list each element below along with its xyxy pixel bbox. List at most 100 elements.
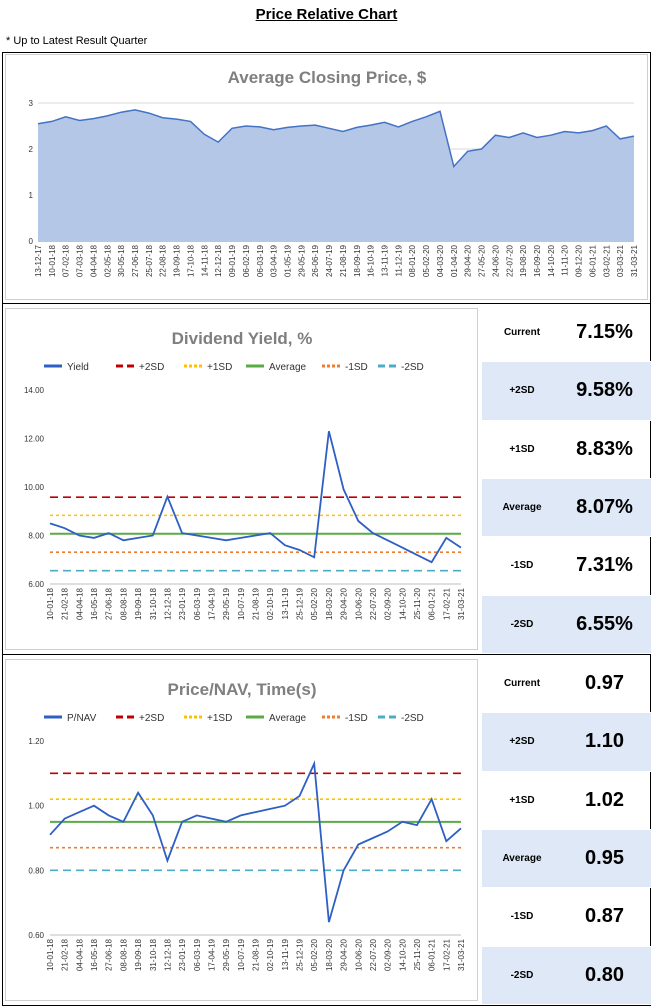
x-tick-label: 08-01-20: [408, 244, 417, 277]
stat-row: -2SD 0.80: [482, 946, 651, 1005]
x-tick-label: 25-11-20: [413, 587, 422, 619]
stat-value: 7.15%: [576, 321, 633, 344]
x-tick-label: 25-07-18: [145, 244, 154, 277]
x-tick-label: 14-10-20: [398, 938, 407, 971]
x-tick-label: 08-08-18: [119, 587, 128, 620]
x-tick-label: 10-06-20: [354, 587, 363, 620]
x-tick-label: 16-09-20: [533, 244, 542, 277]
legend-label: Average: [269, 713, 307, 724]
x-tick-label: 21-02-18: [61, 938, 70, 971]
x-tick-label: 01-05-19: [284, 244, 293, 277]
x-tick-label: 17-10-18: [187, 244, 196, 277]
legend-label: +2SD: [139, 713, 164, 724]
x-tick-label: 27-05-20: [478, 244, 487, 277]
stat-label: Current: [503, 678, 541, 690]
x-tick-label: 06-03-19: [256, 244, 265, 277]
x-tick-label: 31-03-21: [630, 244, 639, 277]
x-tick-label: 14-10-20: [398, 587, 407, 620]
x-tick-label: 06-01-21: [428, 587, 437, 620]
x-tick-label: 24-06-20: [491, 244, 500, 277]
x-tick-label: 21-08-19: [339, 244, 348, 277]
stat-row: +1SD 1.02: [482, 772, 651, 830]
y-tick-label: 2: [29, 145, 34, 154]
pnav-chart-panel: Price/NAV, Time(s) P/NAV +2SD +1SD Average -1…: [5, 659, 478, 1001]
x-tick-label: 23-01-19: [178, 587, 187, 620]
x-tick-label: 13-11-19: [381, 244, 390, 276]
stat-value: 0.80: [585, 963, 624, 986]
x-tick-label: 13-11-19: [281, 587, 290, 619]
stat-label: Current: [503, 327, 541, 339]
x-tick-label: 06-01-21: [428, 938, 437, 971]
x-tick-label: 12-12-18: [163, 587, 172, 620]
stat-row: Average 8.07%: [482, 478, 651, 538]
y-tick-label: 0.80: [28, 866, 44, 875]
x-tick-label: 02-09-20: [384, 587, 393, 620]
x-tick-label: 25-12-19: [296, 938, 305, 971]
legend-label: Yield: [67, 362, 89, 373]
x-tick-label: 02-10-19: [266, 938, 275, 971]
x-tick-label: 01-04-20: [450, 244, 459, 277]
x-tick-label: 13-11-19: [281, 938, 290, 970]
x-tick-label: 18-03-20: [325, 587, 334, 620]
x-tick-label: 07-02-18: [62, 244, 71, 277]
stat-value: 6.55%: [576, 612, 633, 635]
stat-value: 1.10: [585, 730, 624, 753]
pnav-chart: Price/NAV, Time(s) P/NAV +2SD +1SD Average -1…: [28, 680, 466, 971]
stat-label: +2SD: [509, 736, 535, 748]
x-tick-label: 18-03-20: [325, 938, 334, 971]
x-tick-label: 14-11-18: [200, 244, 209, 276]
x-tick-label: 16-05-18: [90, 938, 99, 971]
legend-label: +1SD: [207, 713, 232, 724]
x-tick-label: 04-04-18: [89, 244, 98, 277]
legend-label: -2SD: [401, 362, 424, 373]
stat-row: -1SD 0.87: [482, 888, 651, 947]
stat-value: 0.87: [585, 905, 624, 928]
x-tick-label: 03-02-21: [602, 244, 611, 277]
x-tick-label: 05-02-20: [422, 244, 431, 277]
x-tick-label: 25-11-20: [413, 938, 422, 970]
stat-value: 8.83%: [576, 437, 633, 460]
x-tick-label: 19-09-18: [134, 587, 143, 620]
x-tick-label: 27-06-18: [105, 938, 114, 971]
legend-label: +2SD: [139, 362, 164, 373]
stat-label: -1SD: [510, 911, 534, 923]
x-tick-label: 04-04-18: [75, 938, 84, 971]
x-tick-label: 02-09-20: [384, 938, 393, 971]
stat-value: 0.95: [585, 847, 624, 870]
x-tick-label: 29-04-20: [340, 938, 349, 971]
stat-label: +2SD: [509, 385, 535, 397]
legend-label: Average: [269, 362, 307, 373]
y-tick-label: 14.00: [24, 386, 45, 395]
x-tick-label: 10-07-19: [237, 938, 246, 971]
x-tick-label: 06-03-19: [193, 938, 202, 971]
page-title: Price Relative Chart: [255, 6, 398, 23]
stat-value: 0.97: [585, 672, 624, 695]
x-tick-label: 09-12-20: [575, 244, 584, 277]
x-tick-label: 23-01-19: [178, 938, 187, 971]
legend-label: -1SD: [345, 713, 368, 724]
x-tick-label: 18-09-19: [353, 244, 362, 277]
legend-label: +1SD: [207, 362, 232, 373]
stat-label: +1SD: [509, 794, 535, 806]
x-tick-label: 10-01-18: [46, 587, 55, 620]
stat-value: 9.58%: [576, 379, 633, 402]
x-tick-label: 22-07-20: [505, 244, 514, 277]
x-tick-label: 05-02-20: [310, 938, 319, 971]
x-tick-label: 21-08-19: [252, 938, 261, 971]
x-tick-label: 12-12-18: [214, 244, 223, 277]
stat-row: +2SD 9.58%: [482, 362, 651, 421]
stat-row: +1SD 8.83%: [482, 421, 651, 479]
x-tick-label: 19-09-18: [173, 244, 182, 277]
x-tick-label: 25-12-19: [296, 587, 305, 620]
stat-label: Average: [502, 853, 542, 865]
y-tick-label: 6.00: [28, 580, 44, 589]
x-tick-label: 04-04-18: [75, 587, 84, 620]
x-tick-label: 30-05-18: [117, 244, 126, 277]
x-tick-label: 09-01-19: [228, 244, 237, 277]
stat-row: +2SD 1.10: [482, 713, 651, 772]
x-tick-label: 10-01-18: [48, 244, 57, 277]
x-tick-label: 22-07-20: [369, 587, 378, 620]
price-chart: Average Closing Price, $ 0 1 2 3 13-12-17 10-0…: [29, 68, 639, 277]
x-tick-label: 31-03-21: [457, 938, 466, 971]
y-tick-label: 0.60: [28, 931, 44, 940]
